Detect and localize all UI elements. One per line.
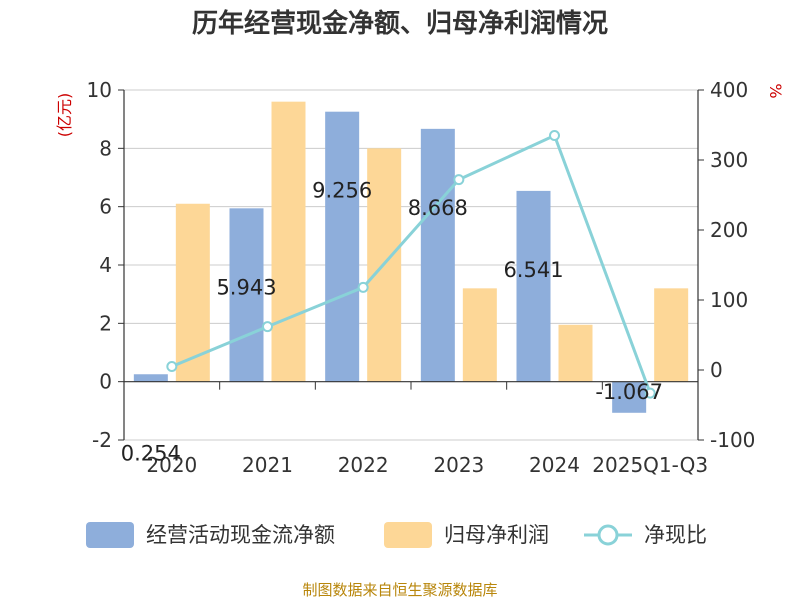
bar-cash-flow <box>325 111 360 382</box>
ratio-point <box>166 361 178 372</box>
legend-label-cash-flow: 经营活动现金流净额 <box>146 523 335 547</box>
left-axis-unit: (亿元) <box>55 93 74 138</box>
legend-label-ratio: 净现比 <box>644 523 707 547</box>
chart-title: 历年经营现金净额、归母净利润情况 <box>192 8 608 39</box>
gridlines <box>124 89 698 441</box>
bar-cash-flow <box>133 374 168 382</box>
source-note: 制图数据来自恒生聚源数据库 <box>302 581 497 599</box>
data-label-cash-flow: 8.668 <box>408 196 468 220</box>
data-label-cash-flow: 9.256 <box>312 179 372 203</box>
bar-cash-flow <box>516 190 551 382</box>
right-tick-label: 200 <box>710 218 748 242</box>
right-tick-label: 0 <box>710 358 723 382</box>
left-tick-label: 4 <box>99 253 112 277</box>
bar-net-profit <box>271 101 306 382</box>
x-tick-label: 2023 <box>433 453 484 477</box>
legend: 经营活动现金流净额 归母净利润 净现比 <box>86 522 707 548</box>
data-label-cash-flow: 6.541 <box>503 258 563 282</box>
legend-swatch-net-profit <box>384 522 432 548</box>
bar-net-profit <box>654 288 689 382</box>
axes: -2 0 2 4 6 8 10 -100 0 100 200 300 400 2020 2021 2022 20… <box>87 78 756 477</box>
data-labels: 0.254 5.943 9.256 8.668 6.541 -1.067 <box>121 179 663 466</box>
right-tick-label: -100 <box>710 428 755 452</box>
x-tick-label: 2025Q1-Q3 <box>592 453 708 477</box>
data-label-cash-flow: 5.943 <box>216 275 276 299</box>
bar-cash-flow <box>229 208 264 382</box>
left-tick-label: 0 <box>99 370 112 394</box>
left-tick-label: 10 <box>87 78 112 102</box>
x-tick-label: 2021 <box>242 453 293 477</box>
left-tick-label: -2 <box>92 428 112 452</box>
x-tick-label: 2022 <box>338 453 389 477</box>
ratio-point <box>453 174 465 186</box>
bar-net-profit <box>558 324 593 382</box>
ratio-point <box>357 281 369 293</box>
bar-cash-flow <box>420 128 455 382</box>
right-tick-label: 300 <box>710 148 748 172</box>
right-tick-label: 100 <box>710 288 748 312</box>
bar-net-profit <box>462 288 497 382</box>
left-tick-label: 8 <box>99 136 112 160</box>
data-label-cash-flow: 0.254 <box>121 441 181 465</box>
bar-cash-flow <box>612 381 647 413</box>
x-tick-label: 2024 <box>529 453 580 477</box>
x-tick-label: 2020 <box>146 453 197 477</box>
ratio-point <box>549 130 560 141</box>
ratio-point <box>262 321 273 333</box>
bar-net-profit <box>175 203 210 382</box>
legend-label-net-profit: 归母净利润 <box>444 523 549 547</box>
data-label-cash-flow: -1.067 <box>595 380 663 404</box>
right-axis-unit: % <box>766 83 785 98</box>
ratio-line <box>166 130 656 399</box>
legend-swatch-cash-flow <box>86 522 134 548</box>
ratio-point <box>644 387 656 399</box>
left-tick-label: 2 <box>99 311 112 335</box>
left-tick-label: 6 <box>99 195 112 219</box>
right-tick-label: 400 <box>710 78 748 102</box>
legend-marker-ratio <box>597 524 619 546</box>
ratio-line-path <box>171 133 652 394</box>
